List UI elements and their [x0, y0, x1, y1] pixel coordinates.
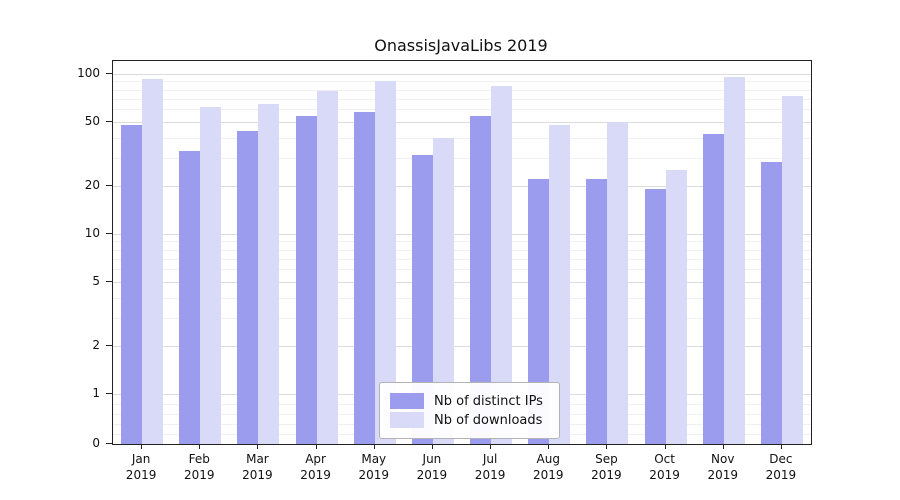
bar-distinct-ips-sep	[586, 179, 608, 444]
minor-gridline	[113, 297, 811, 299]
bar-downloads-apr	[316, 91, 338, 444]
legend-swatch-distinct-ips	[390, 393, 424, 409]
bar-distinct-ips-may	[353, 111, 375, 444]
x-tick-label: Jul 2019	[474, 452, 506, 482]
bar-downloads-jan	[142, 79, 164, 444]
bar-downloads-jul	[491, 86, 513, 444]
y-tick-label: 0	[92, 436, 100, 450]
minor-gridline	[113, 269, 811, 271]
y-tick-label: 20	[84, 177, 100, 192]
x-tick-label: Dec 2019	[765, 452, 797, 482]
chart-title: OnassisJavaLibs 2019	[374, 36, 548, 55]
bar-distinct-ips-jan	[121, 125, 143, 444]
major-gridline	[113, 185, 811, 187]
bar-downloads-oct	[665, 170, 687, 444]
minor-gridline	[113, 98, 811, 100]
x-tick-label: Jan 2019	[125, 452, 157, 482]
y-tick-label: 50	[84, 114, 100, 129]
bar-downloads-may	[374, 81, 396, 444]
minor-gridline	[113, 317, 811, 319]
major-gridline	[113, 282, 811, 284]
major-gridline	[113, 122, 811, 124]
y-tick-label: 1	[92, 386, 100, 400]
bar-distinct-ips-aug	[528, 179, 550, 444]
legend: Nb of distinct IPs Nb of downloads	[379, 382, 560, 439]
bar-distinct-ips-jun	[411, 155, 433, 444]
bar-downloads-sep	[607, 122, 629, 444]
bar-downloads-dec	[781, 95, 803, 444]
bar-distinct-ips-oct	[644, 189, 666, 444]
bar-distinct-ips-dec	[760, 162, 782, 444]
x-tick-label: May 2019	[358, 452, 390, 482]
minor-gridline	[113, 258, 811, 260]
minor-gridline	[113, 81, 811, 83]
legend-label-distinct-ips: Nb of distinct IPs	[434, 393, 543, 409]
bar-downloads-nov	[723, 76, 745, 444]
minor-gridline	[113, 249, 811, 251]
bar-downloads-mar	[258, 103, 280, 444]
legend-item-downloads: Nb of downloads	[390, 412, 543, 428]
y-tick-label: 100	[77, 66, 100, 80]
legend-item-distinct-ips: Nb of distinct IPs	[390, 393, 543, 409]
x-tick-label: Apr 2019	[300, 452, 331, 482]
y-tick-label: 10	[84, 226, 100, 240]
bar-downloads-jun	[432, 137, 454, 444]
bar-distinct-ips-jul	[470, 115, 492, 444]
bar-distinct-ips-apr	[295, 115, 317, 444]
minor-gridline	[113, 109, 811, 111]
x-tick-label: Aug 2019	[532, 452, 564, 482]
minor-gridline	[113, 241, 811, 243]
x-tick-label: Feb 2019	[183, 452, 215, 482]
x-tick-label: Nov 2019	[707, 452, 739, 482]
legend-swatch-downloads	[390, 412, 424, 428]
bar-distinct-ips-feb	[179, 151, 201, 444]
major-gridline	[113, 345, 811, 347]
x-tick-label: Jun 2019	[416, 452, 448, 482]
x-tick-label: Mar 2019	[242, 452, 273, 482]
minor-gridline	[113, 89, 811, 91]
major-gridline	[113, 234, 811, 235]
bar-downloads-feb	[200, 107, 222, 444]
major-gridline	[113, 74, 811, 75]
y-tick-label: 5	[92, 274, 100, 289]
bar-distinct-ips-mar	[237, 131, 259, 444]
legend-label-downloads: Nb of downloads	[434, 412, 543, 428]
bar-downloads-aug	[549, 125, 571, 444]
y-tick-label: 2	[92, 337, 100, 352]
plot-area: Nb of distinct IPs Nb of downloads	[112, 60, 812, 445]
minor-gridline	[113, 137, 811, 139]
x-tick-label: Oct 2019	[649, 452, 680, 482]
minor-gridline	[113, 157, 811, 159]
x-tick-label: Sep 2019	[591, 452, 622, 482]
bar-distinct-ips-nov	[702, 134, 724, 444]
